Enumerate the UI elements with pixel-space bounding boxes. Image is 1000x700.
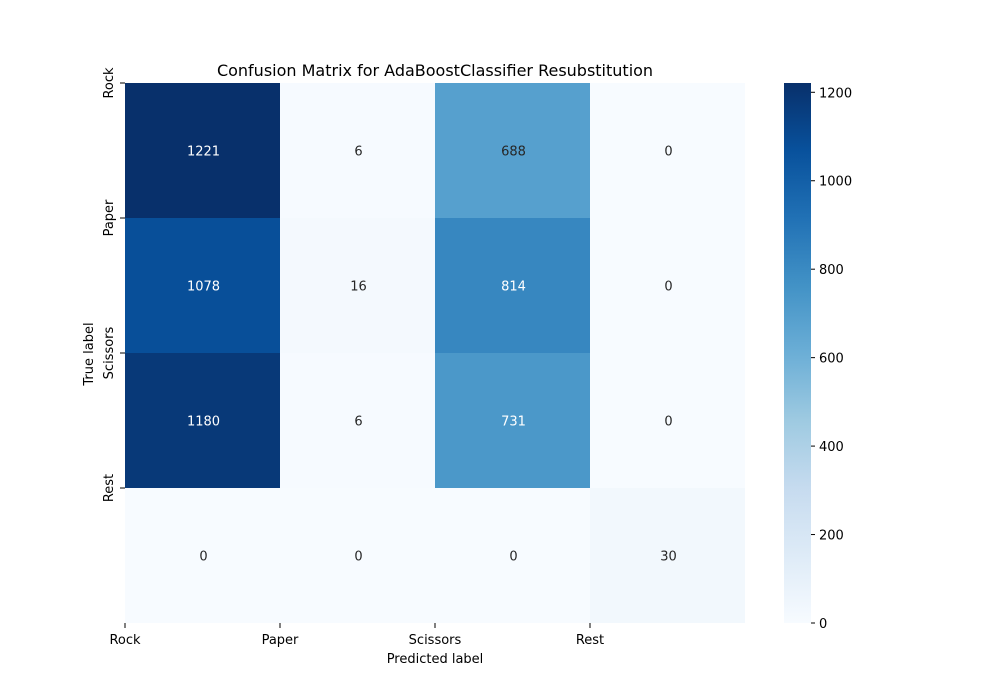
x-tick-label: Rest <box>576 633 604 648</box>
cell-value-label: 16 <box>350 280 367 295</box>
cell-value-label: 1078 <box>187 280 220 295</box>
heatmap-cell <box>280 488 435 623</box>
cell-value-label: 731 <box>501 415 526 430</box>
cell-value-label: 0 <box>664 280 672 295</box>
heatmap-cell <box>590 488 745 623</box>
heatmap-cell <box>280 218 435 353</box>
colorbar-tick-label: 600 <box>819 352 844 367</box>
heatmap-cell <box>125 83 280 218</box>
heatmap-cell <box>435 488 590 623</box>
cell-value-label: 6 <box>354 415 362 430</box>
chart-title: Confusion Matrix for AdaBoostClassifier … <box>217 61 653 80</box>
y-tick-label: Paper <box>102 199 117 236</box>
x-tick-label: Paper <box>262 633 299 648</box>
cell-value-label: 0 <box>664 415 672 430</box>
x-axis-label: Predicted label <box>387 652 484 667</box>
y-tick-label: Rock <box>102 67 117 99</box>
cell-value-label: 688 <box>501 145 526 160</box>
colorbar-tick-label: 200 <box>819 529 844 544</box>
y-tick-label: Scissors <box>102 326 117 379</box>
colorbar: 0 200 400 600 800 1000 1200 <box>784 83 852 632</box>
x-tick-label: Rock <box>109 633 141 648</box>
x-axis: Rock Paper Scissors Rest <box>109 623 604 648</box>
heatmap-cell <box>590 353 745 488</box>
colorbar-tick-label: 1000 <box>819 175 852 190</box>
cell-value-label: 30 <box>660 550 677 565</box>
cell-value-label: 0 <box>664 145 672 160</box>
heatmap-cell <box>280 353 435 488</box>
heatmap-cell <box>590 218 745 353</box>
cell-value-label: 1180 <box>187 415 220 430</box>
y-tick-label: Rest <box>102 474 117 502</box>
cell-value-label: 0 <box>199 550 207 565</box>
cell-value-label: 0 <box>354 550 362 565</box>
heatmap-cell <box>435 218 590 353</box>
y-axis: Rock Paper Scissors Rest <box>102 67 125 502</box>
heatmap-cell <box>435 83 590 218</box>
cell-value-label: 6 <box>354 145 362 160</box>
colorbar-tick-label: 800 <box>819 263 844 278</box>
colorbar-tick-label: 1200 <box>819 86 852 101</box>
heatmap-cells: 1221 6 688 0 1078 16 814 0 1180 6 731 0 0 0 0 30 <box>125 83 745 623</box>
y-axis-label: True label <box>82 322 97 386</box>
heatmap-cell <box>280 83 435 218</box>
cell-value-label: 814 <box>501 280 526 295</box>
heatmap-cell <box>435 353 590 488</box>
x-tick-label: Scissors <box>409 633 462 648</box>
cell-value-label: 1221 <box>187 145 220 160</box>
heatmap-cell <box>125 218 280 353</box>
colorbar-gradient <box>784 83 811 623</box>
heatmap-cell <box>125 353 280 488</box>
colorbar-tick-label: 400 <box>819 440 844 455</box>
colorbar-tick-label: 0 <box>819 617 827 632</box>
heatmap-cell <box>590 83 745 218</box>
cell-value-label: 0 <box>509 550 517 565</box>
heatmap-cell <box>125 488 280 623</box>
